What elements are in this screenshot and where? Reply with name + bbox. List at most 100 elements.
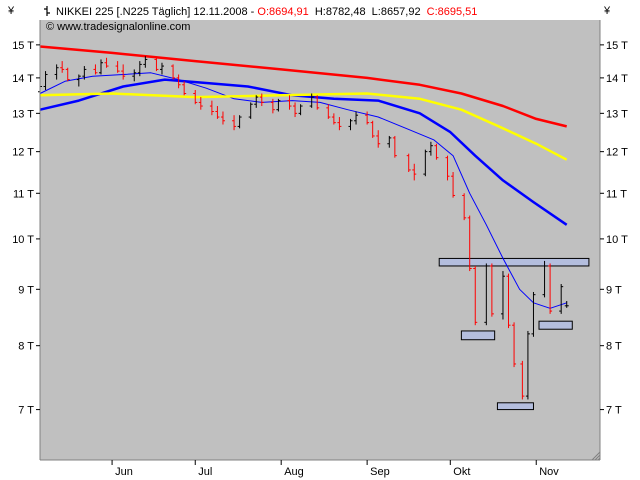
ohlc-bar[interactable] <box>159 62 164 75</box>
ohlc-bar[interactable] <box>132 69 137 82</box>
ohlc-bar[interactable] <box>76 74 81 87</box>
x-tick-label: Nov <box>539 466 559 478</box>
ohlc-bar[interactable] <box>259 93 264 107</box>
ohlc-bar[interactable] <box>193 89 198 105</box>
ohlc-bar[interactable] <box>500 271 505 320</box>
ohlc-bar[interactable] <box>143 56 148 68</box>
ohlc-bar[interactable] <box>542 260 547 298</box>
support-resistance-box-1[interactable] <box>438 257 590 267</box>
ohlc-bar[interactable] <box>354 111 359 125</box>
currency-label-left: ¥ <box>7 5 15 17</box>
ohlc-bar[interactable] <box>434 143 439 160</box>
ohlc-bar[interactable] <box>176 74 181 89</box>
y-tick-label-right: 12 T <box>606 147 628 159</box>
ohlc-bar[interactable] <box>287 95 292 110</box>
ohlc-bar[interactable] <box>548 263 553 314</box>
low-value: L:8657,92 <box>372 6 421 18</box>
ohlc-bar[interactable] <box>406 153 411 173</box>
series-line-ma_red[interactable] <box>39 45 567 128</box>
high-value: H:8782,48 <box>315 6 366 18</box>
ohlc-bar[interactable] <box>82 66 87 80</box>
support-resistance-box-4[interactable] <box>496 402 534 411</box>
ohlc-bar[interactable] <box>309 93 314 108</box>
ohlc-bar[interactable] <box>445 155 450 181</box>
ohlc-bar[interactable] <box>248 102 253 119</box>
ohlc-bar[interactable] <box>154 57 159 72</box>
ohlc-bar[interactable] <box>512 322 517 368</box>
ohlc-bar[interactable] <box>298 104 303 116</box>
ohlc-bar[interactable] <box>365 111 370 125</box>
ohlc-bar[interactable] <box>220 111 225 125</box>
y-tick-label-left: 10 T <box>12 234 34 246</box>
ohlc-bar[interactable] <box>43 71 48 90</box>
chart-type-icon <box>44 6 50 16</box>
ohlc-bar[interactable] <box>348 118 353 131</box>
ohlc-bar[interactable] <box>331 113 336 125</box>
x-tick-label: Aug <box>284 466 304 478</box>
ohlc-bar[interactable] <box>237 115 242 129</box>
y-tick-label-left: 14 T <box>12 73 34 85</box>
ohlc-bar[interactable] <box>337 117 342 131</box>
ohlc-bar[interactable] <box>467 215 472 272</box>
ohlc-bar[interactable] <box>559 284 564 314</box>
support-resistance-box-3[interactable] <box>538 320 573 330</box>
x-tick-label: Jul <box>198 466 212 478</box>
ohlc-bar[interactable] <box>65 67 70 82</box>
ohlc-bar[interactable] <box>506 273 511 329</box>
ohlc-bar[interactable] <box>387 135 392 148</box>
ohlc-bar[interactable] <box>412 163 417 181</box>
ohlc-bar[interactable] <box>370 120 375 138</box>
y-tick-label-left: 8 T <box>18 341 34 353</box>
ohlc-bar[interactable] <box>520 360 525 400</box>
ohlc-bar[interactable] <box>525 330 530 400</box>
y-tick-label-right: 10 T <box>606 234 628 246</box>
ohlc-bar[interactable] <box>121 64 126 80</box>
ohlc-bar[interactable] <box>276 98 281 112</box>
ohlc-bar[interactable] <box>93 64 98 75</box>
ohlc-bar[interactable] <box>270 98 275 114</box>
ohlc-bar[interactable] <box>428 141 433 156</box>
ohlc-bar[interactable] <box>451 172 456 198</box>
series-line-ma_yellow[interactable] <box>39 92 568 161</box>
close-value: C:8695,51 <box>427 6 478 18</box>
ohlc-bar[interactable] <box>98 59 103 75</box>
support-resistance-box-2[interactable] <box>460 330 496 341</box>
y-tick-label-right: 14 T <box>606 73 628 85</box>
ohlc-bar[interactable] <box>462 193 467 221</box>
ohlc-bar[interactable] <box>209 100 214 116</box>
ohlc-bar[interactable] <box>254 95 259 108</box>
ohlc-bar[interactable] <box>376 130 381 148</box>
ohlc-bar[interactable] <box>198 97 203 110</box>
ohlc-bar[interactable] <box>564 301 569 308</box>
ohlc-bar[interactable] <box>326 104 331 119</box>
y-tick-label-right: 7 T <box>606 405 622 417</box>
series-line-ma_mid[interactable] <box>39 78 568 226</box>
ohlc-bar[interactable] <box>315 95 320 110</box>
ohlc-bar[interactable] <box>392 135 397 158</box>
ohlc-bar[interactable] <box>60 61 65 73</box>
ohlc-bar[interactable] <box>484 263 489 326</box>
ohlc-bar[interactable] <box>215 106 220 119</box>
ohlc-bar[interactable] <box>489 263 494 317</box>
ohlc-bar[interactable] <box>182 81 187 96</box>
ohlc-bar[interactable] <box>531 291 536 337</box>
ohlc-bar[interactable] <box>293 102 298 118</box>
ohlc-bar[interactable] <box>423 149 428 177</box>
resize-grip-icon[interactable] <box>591 451 601 461</box>
x-tick-label: Okt <box>453 466 470 478</box>
series-line-ma_fast[interactable] <box>39 72 567 309</box>
y-tick-label-right: 8 T <box>606 341 622 353</box>
ohlc-bar[interactable] <box>137 61 142 77</box>
x-tick-label: Sep <box>370 466 390 478</box>
ohlc-bar[interactable] <box>54 64 59 80</box>
ohlc-bar[interactable] <box>473 265 478 326</box>
y-tick-label-left: 15 T <box>12 40 34 52</box>
y-tick-label-left: 7 T <box>18 405 34 417</box>
ohlc-bar[interactable] <box>104 57 109 68</box>
ohlc-bar[interactable] <box>232 115 237 131</box>
ohlc-bar[interactable] <box>115 61 120 73</box>
ohlc-bar[interactable] <box>171 64 176 80</box>
open-value: O:8694,91 <box>257 6 308 18</box>
